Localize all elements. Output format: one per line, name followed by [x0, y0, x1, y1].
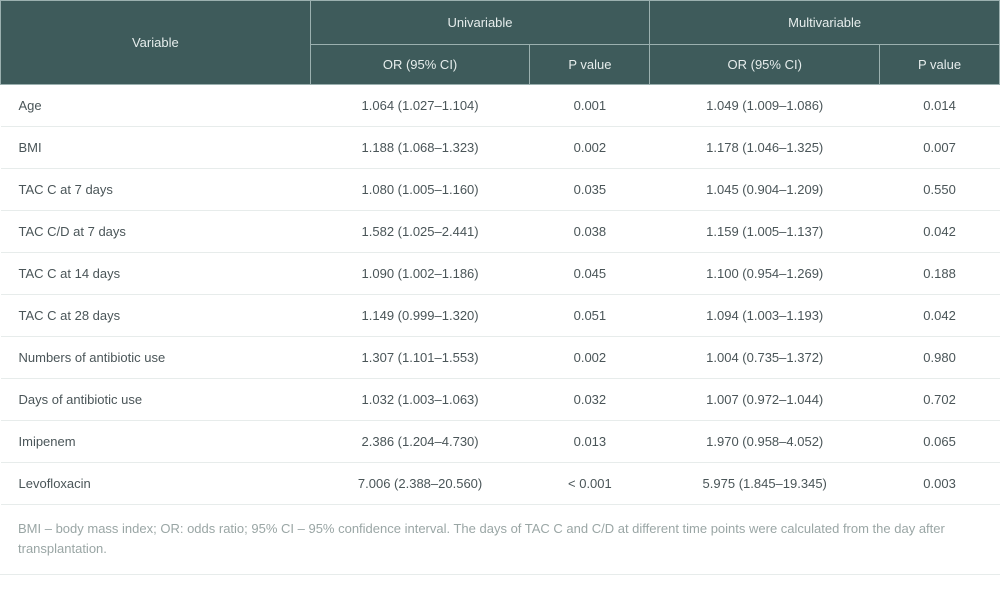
cell-mul-p: 0.014 — [880, 85, 1000, 127]
cell-uni-p: 0.051 — [530, 295, 650, 337]
col-mul-or: OR (95% CI) — [650, 45, 880, 85]
cell-uni-p: 0.001 — [530, 85, 650, 127]
table-row: TAC C at 14 days1.090 (1.002–1.186)0.045… — [1, 253, 1000, 295]
cell-uni-p: 0.032 — [530, 379, 650, 421]
cell-uni-p: 0.045 — [530, 253, 650, 295]
table-row: Days of antibiotic use1.032 (1.003–1.063… — [1, 379, 1000, 421]
cell-uni-p: 0.013 — [530, 421, 650, 463]
cell-variable: Numbers of antibiotic use — [1, 337, 311, 379]
table-body: Age1.064 (1.027–1.104)0.0011.049 (1.009–… — [1, 85, 1000, 505]
cell-mul-p: 0.042 — [880, 211, 1000, 253]
table-row: Age1.064 (1.027–1.104)0.0011.049 (1.009–… — [1, 85, 1000, 127]
cell-mul-or: 1.100 (0.954–1.269) — [650, 253, 880, 295]
cell-mul-or: 1.094 (1.003–1.193) — [650, 295, 880, 337]
table-row: TAC C at 28 days1.149 (0.999–1.320)0.051… — [1, 295, 1000, 337]
cell-uni-p: 0.035 — [530, 169, 650, 211]
cell-uni-or: 1.090 (1.002–1.186) — [310, 253, 530, 295]
cell-variable: TAC C at 14 days — [1, 253, 311, 295]
table-row: Levofloxacin7.006 (2.388–20.560)< 0.0015… — [1, 463, 1000, 505]
cell-mul-p: 0.550 — [880, 169, 1000, 211]
cell-mul-or: 5.975 (1.845–19.345) — [650, 463, 880, 505]
cell-mul-or: 1.045 (0.904–1.209) — [650, 169, 880, 211]
cell-uni-or: 1.582 (1.025–2.441) — [310, 211, 530, 253]
cell-mul-or: 1.159 (1.005–1.137) — [650, 211, 880, 253]
cell-uni-or: 1.307 (1.101–1.553) — [310, 337, 530, 379]
cell-uni-or: 1.080 (1.005–1.160) — [310, 169, 530, 211]
cell-uni-or: 1.032 (1.003–1.063) — [310, 379, 530, 421]
col-multivariable: Multivariable — [650, 1, 1000, 45]
cell-uni-p: 0.002 — [530, 127, 650, 169]
cell-mul-or: 1.007 (0.972–1.044) — [650, 379, 880, 421]
cell-mul-p: 0.007 — [880, 127, 1000, 169]
cell-mul-p: 0.188 — [880, 253, 1000, 295]
table-row: TAC C/D at 7 days1.582 (1.025–2.441)0.03… — [1, 211, 1000, 253]
col-uni-or: OR (95% CI) — [310, 45, 530, 85]
cell-mul-or: 1.049 (1.009–1.086) — [650, 85, 880, 127]
cell-uni-p: 0.002 — [530, 337, 650, 379]
cell-variable: Levofloxacin — [1, 463, 311, 505]
cell-variable: Imipenem — [1, 421, 311, 463]
cell-uni-or: 7.006 (2.388–20.560) — [310, 463, 530, 505]
cell-variable: TAC C/D at 7 days — [1, 211, 311, 253]
cell-mul-p: 0.702 — [880, 379, 1000, 421]
results-table: Variable Univariable Multivariable OR (9… — [0, 0, 1000, 505]
table-footnote: BMI – body mass index; OR: odds ratio; 9… — [0, 505, 1000, 575]
cell-uni-or: 1.149 (0.999–1.320) — [310, 295, 530, 337]
cell-uni-or: 2.386 (1.204–4.730) — [310, 421, 530, 463]
cell-mul-p: 0.003 — [880, 463, 1000, 505]
table-row: BMI1.188 (1.068–1.323)0.0021.178 (1.046–… — [1, 127, 1000, 169]
table-header: Variable Univariable Multivariable OR (9… — [1, 1, 1000, 85]
cell-variable: Days of antibiotic use — [1, 379, 311, 421]
col-uni-p: P value — [530, 45, 650, 85]
col-mul-p: P value — [880, 45, 1000, 85]
cell-mul-p: 0.042 — [880, 295, 1000, 337]
cell-mul-or: 1.178 (1.046–1.325) — [650, 127, 880, 169]
cell-variable: TAC C at 7 days — [1, 169, 311, 211]
table-row: Numbers of antibiotic use1.307 (1.101–1.… — [1, 337, 1000, 379]
cell-uni-or: 1.064 (1.027–1.104) — [310, 85, 530, 127]
table-row: TAC C at 7 days1.080 (1.005–1.160)0.0351… — [1, 169, 1000, 211]
cell-uni-p: < 0.001 — [530, 463, 650, 505]
col-univariable: Univariable — [310, 1, 650, 45]
col-variable: Variable — [1, 1, 311, 85]
cell-uni-or: 1.188 (1.068–1.323) — [310, 127, 530, 169]
cell-mul-p: 0.980 — [880, 337, 1000, 379]
cell-variable: TAC C at 28 days — [1, 295, 311, 337]
cell-uni-p: 0.038 — [530, 211, 650, 253]
cell-mul-p: 0.065 — [880, 421, 1000, 463]
cell-mul-or: 1.970 (0.958–4.052) — [650, 421, 880, 463]
cell-variable: BMI — [1, 127, 311, 169]
cell-mul-or: 1.004 (0.735–1.372) — [650, 337, 880, 379]
cell-variable: Age — [1, 85, 311, 127]
table-row: Imipenem2.386 (1.204–4.730)0.0131.970 (0… — [1, 421, 1000, 463]
